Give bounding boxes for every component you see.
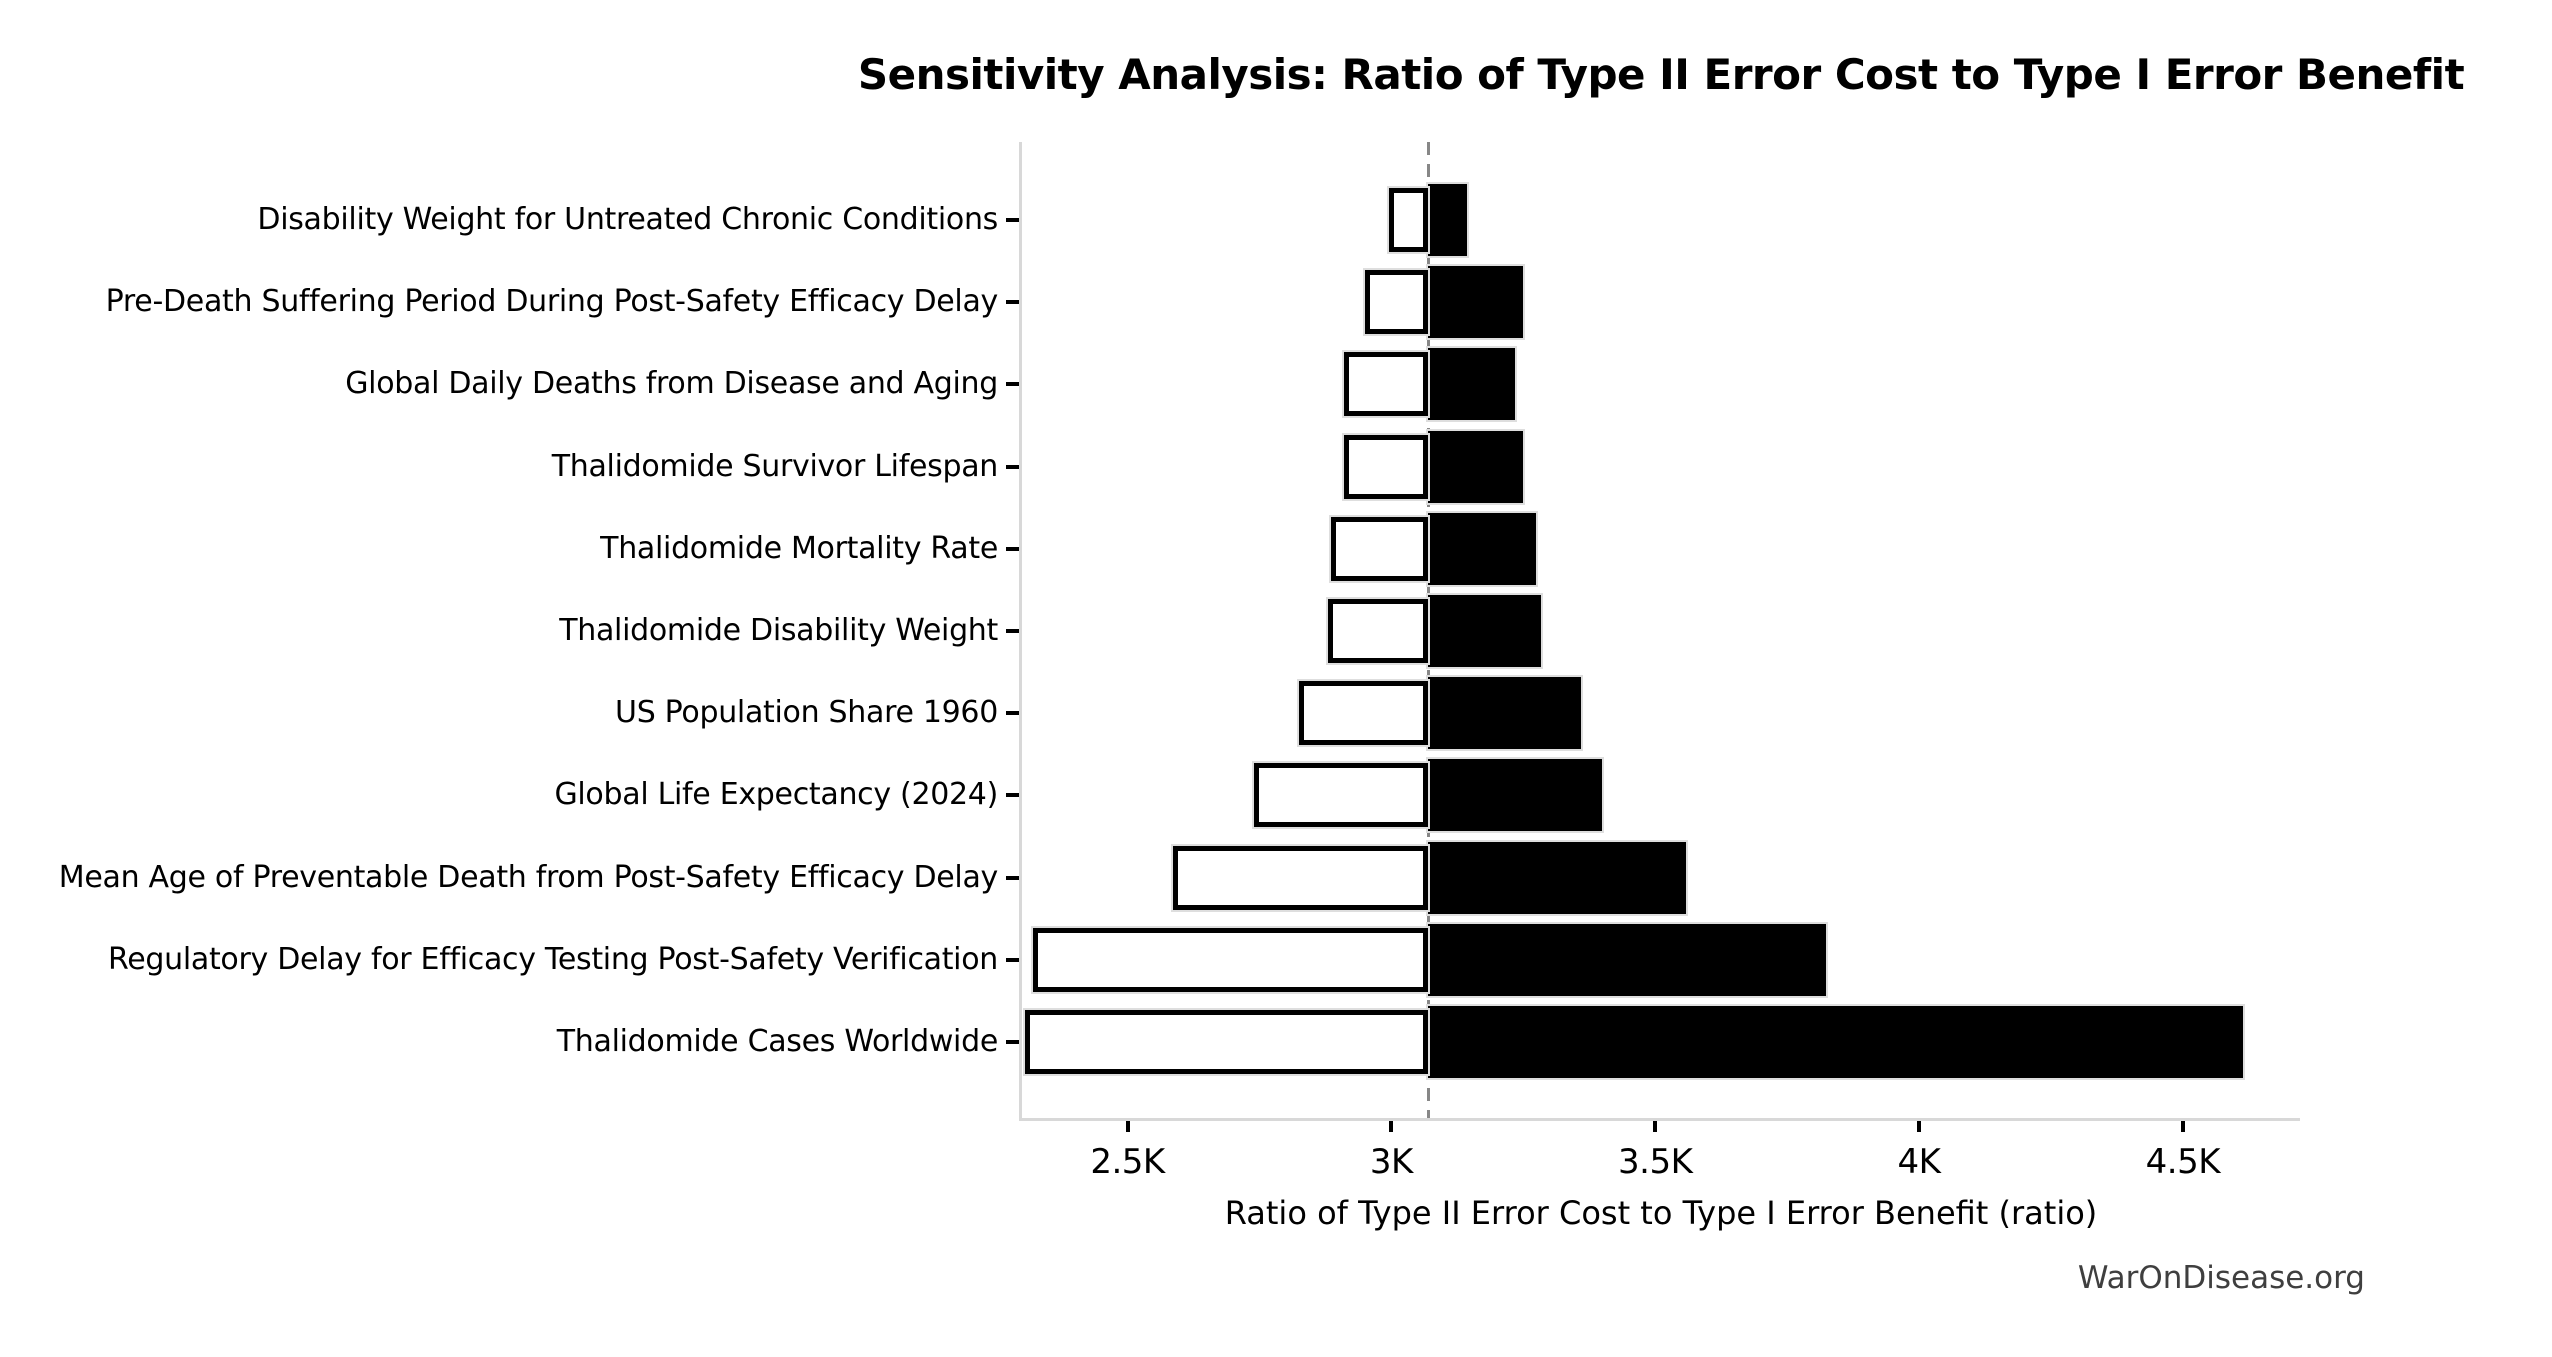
- bar-low: [1032, 927, 1429, 992]
- y-tick-mark: [1006, 629, 1019, 633]
- bar-high: [1428, 1006, 2243, 1078]
- bar-high: [1428, 266, 1523, 339]
- y-tick-mark: [1006, 957, 1019, 962]
- x-axis-title: Ratio of Type II Error Cost to Type I Er…: [1224, 1194, 2098, 1232]
- bar-low: [1330, 516, 1429, 581]
- y-tick-mark: [1006, 218, 1019, 222]
- bar-low: [1344, 352, 1429, 417]
- y-tick-mark: [1006, 1040, 1019, 1044]
- y-tick-mark: [1006, 382, 1019, 387]
- bar-low: [1365, 270, 1429, 335]
- bar-low: [1388, 188, 1429, 252]
- x-tick-mark: [1653, 1121, 1658, 1132]
- y-tick-mark: [1006, 464, 1019, 469]
- bar-low: [1024, 1010, 1429, 1074]
- bar-low: [1172, 845, 1429, 910]
- y-axis-spine: [1019, 142, 1022, 1121]
- y-axis-label: Mean Age of Preventable Death from Post-…: [58, 859, 999, 895]
- watermark: WarOnDisease.org: [2077, 1260, 2365, 1296]
- x-tick-label: 4.5K: [2145, 1142, 2221, 1182]
- y-tick-mark: [1006, 711, 1019, 716]
- x-tick-mark: [1389, 1121, 1394, 1132]
- bar-high: [1428, 841, 1687, 914]
- y-tick-mark: [1006, 875, 1019, 880]
- bar-high: [1428, 348, 1515, 421]
- bar-low: [1299, 681, 1429, 746]
- bar-low: [1344, 434, 1429, 499]
- chart-title: Sensitivity Analysis: Ratio of Type II E…: [857, 50, 2465, 99]
- y-axis-label: Global Daily Deaths from Disease and Agi…: [345, 366, 998, 402]
- x-tick-mark: [1125, 1121, 1130, 1132]
- y-axis-label: US Population Share 1960: [615, 695, 998, 731]
- y-tick-mark: [1006, 546, 1019, 551]
- x-axis-spine: [1019, 1118, 2300, 1121]
- bar-high: [1428, 184, 1468, 256]
- y-axis-label: Thalidomide Survivor Lifespan: [551, 448, 999, 484]
- y-tick-mark: [1006, 793, 1019, 798]
- bar-high: [1428, 677, 1581, 750]
- bar-low: [1254, 763, 1429, 828]
- bar-low: [1328, 599, 1429, 663]
- y-axis-label: Thalidomide Cases Worldwide: [556, 1024, 999, 1059]
- y-axis-label: Disability Weight for Untreated Chronic …: [257, 202, 998, 237]
- bar-high: [1428, 759, 1602, 832]
- y-tick-mark: [1006, 300, 1019, 305]
- x-tick-label: 4K: [1897, 1142, 1941, 1182]
- x-tick-label: 3.5K: [1618, 1142, 1693, 1182]
- y-axis-label: Regulatory Delay for Efficacy Testing Po…: [108, 941, 998, 977]
- x-tick-mark: [1917, 1121, 1922, 1132]
- y-axis-label: Pre-Death Suffering Period During Post-S…: [105, 284, 999, 320]
- x-tick-label: 3K: [1369, 1142, 1413, 1182]
- x-tick-label: 2.5K: [1090, 1142, 1165, 1182]
- y-axis-label: Thalidomide Disability Weight: [559, 613, 998, 648]
- bar-high: [1428, 430, 1523, 503]
- x-tick-mark: [2180, 1121, 2185, 1132]
- y-axis-label: Global Life Expectancy (2024): [554, 777, 998, 813]
- bar-high: [1428, 923, 1827, 996]
- y-axis-label: Thalidomide Mortality Rate: [600, 530, 998, 566]
- bar-high: [1428, 512, 1536, 585]
- bar-high: [1428, 595, 1542, 667]
